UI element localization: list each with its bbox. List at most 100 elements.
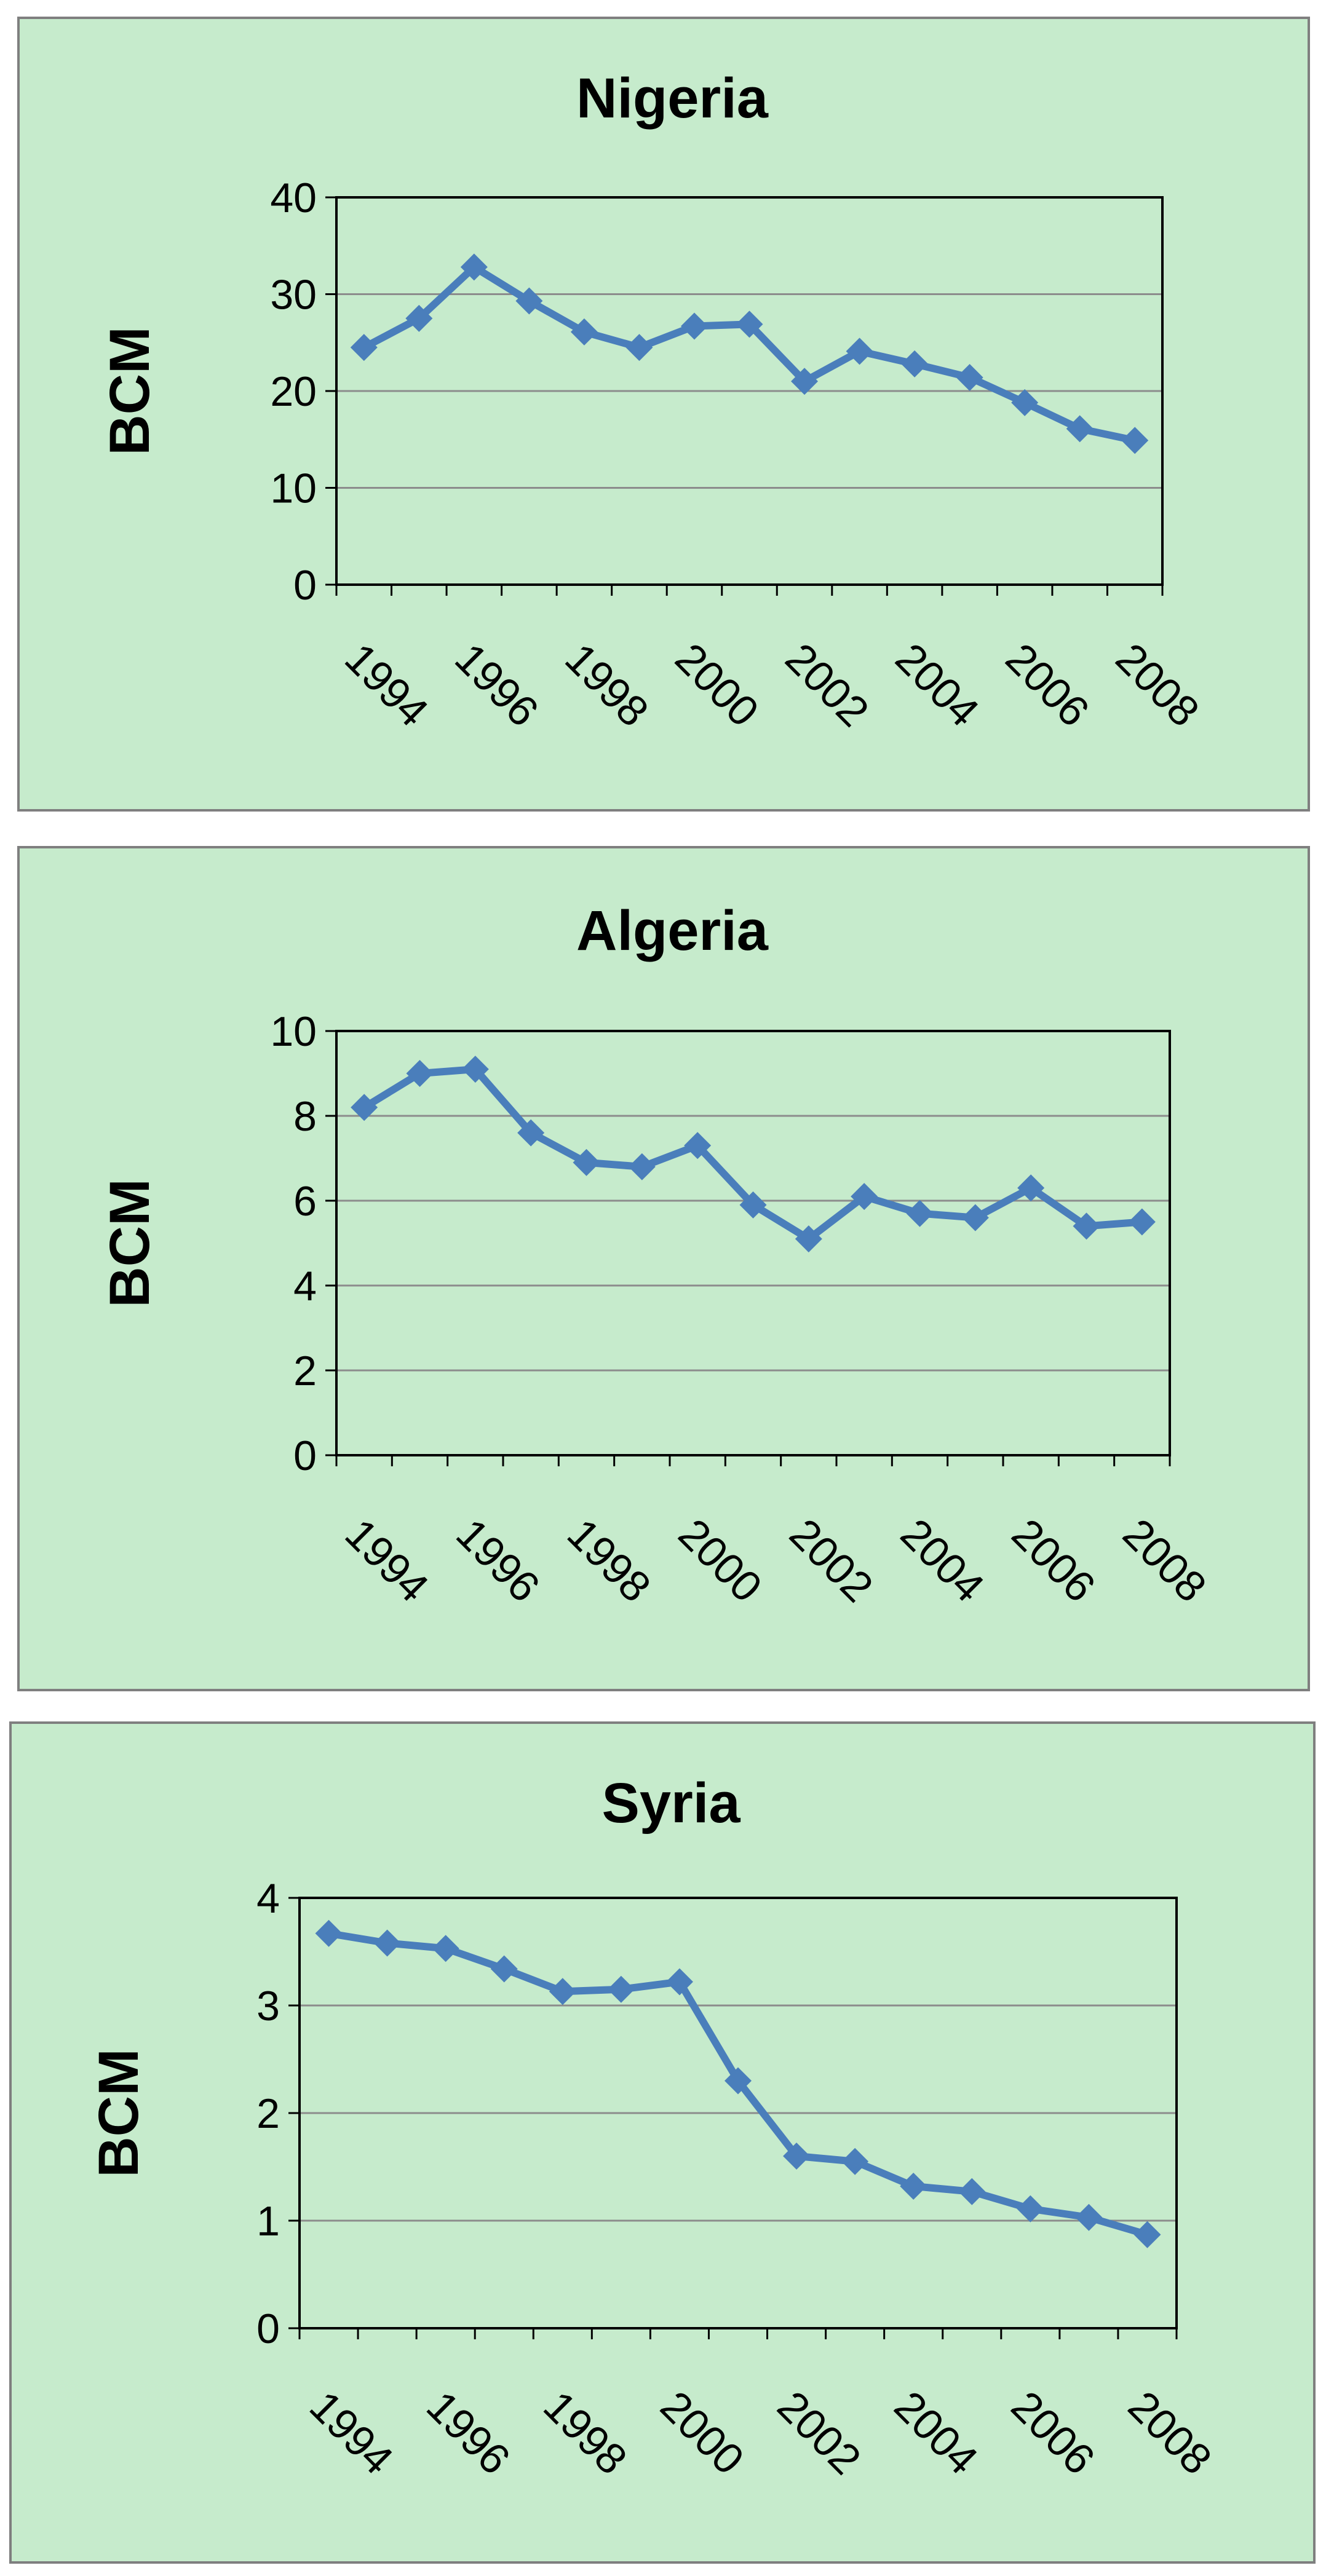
- y-tick-label: 2: [256, 2090, 280, 2137]
- data-point: [515, 287, 543, 315]
- y-axis-label: BCM: [98, 326, 161, 456]
- x-tick-label: 1994: [336, 634, 437, 735]
- data-point: [956, 363, 983, 391]
- data-point: [460, 253, 488, 281]
- data-point: [1017, 2195, 1044, 2222]
- data-point: [1073, 1212, 1100, 1240]
- y-tick-label: 2: [293, 1348, 317, 1394]
- x-tick-label: 2000: [666, 634, 768, 735]
- x-tick-label: 1998: [556, 634, 657, 735]
- y-tick-label: 4: [293, 1263, 317, 1310]
- y-tick-label: 1: [256, 2198, 280, 2245]
- data-point: [906, 1199, 934, 1227]
- data-point: [1075, 2203, 1103, 2231]
- data-point: [573, 1148, 600, 1176]
- data-point: [841, 2147, 869, 2175]
- x-tick-label: 2008: [1114, 1509, 1215, 1611]
- data-point: [1066, 415, 1094, 443]
- x-tick-label: 2006: [1002, 2382, 1104, 2483]
- data-point: [958, 2178, 986, 2205]
- data-point: [900, 2173, 927, 2200]
- x-tick-label: 2002: [780, 1509, 882, 1611]
- x-tick-label: 1998: [558, 1509, 660, 1611]
- data-point: [432, 1935, 459, 1962]
- data-point: [490, 1955, 518, 1983]
- x-tick-label: 2008: [1107, 634, 1209, 735]
- x-tick-label: 2002: [768, 2382, 870, 2483]
- data-point: [607, 1975, 635, 2003]
- y-tick-label: 4: [256, 1875, 280, 1922]
- data-point: [405, 304, 433, 332]
- data-point: [628, 1153, 656, 1180]
- chart-panel-syria: Syria BCM 0 1 2 3 4 1994 1996 1998 2000 2002 2004 200…: [9, 1721, 1316, 2564]
- x-tick-label: 2006: [996, 634, 1098, 735]
- data-point: [549, 1978, 576, 2005]
- data-point: [795, 1225, 822, 1253]
- data-point: [739, 1191, 767, 1219]
- y-tick-label: 30: [270, 272, 317, 318]
- plot-area: [335, 1030, 1171, 1456]
- x-tick-label: 2006: [1002, 1509, 1104, 1611]
- data-point: [570, 318, 598, 346]
- x-tick-label: 2000: [669, 1509, 771, 1611]
- data-point: [901, 350, 929, 377]
- x-tick-label: 1994: [336, 1509, 437, 1611]
- y-tick-label: 0: [293, 562, 317, 609]
- x-tick-label: 1998: [534, 2382, 636, 2483]
- x-tick-label: 2004: [892, 1509, 993, 1611]
- y-axis-label: BCM: [87, 2049, 150, 2178]
- chart-panel-algeria: Algeria BCM 0 2 4 6 8 10 1994 1996 1998 2000 2002 200…: [17, 846, 1310, 1691]
- chart-title: Algeria: [576, 899, 769, 962]
- data-point: [736, 310, 763, 338]
- data-point: [791, 368, 819, 395]
- data-point: [961, 1204, 989, 1231]
- y-tick-label: 8: [293, 1093, 317, 1140]
- y-tick-label: 0: [256, 2305, 280, 2352]
- y-tick-label: 10: [270, 1008, 317, 1055]
- data-point: [406, 1060, 434, 1087]
- data-point: [684, 1132, 712, 1160]
- data-point: [1128, 1208, 1156, 1236]
- data-point: [517, 1119, 545, 1147]
- y-tick-label: 6: [293, 1178, 317, 1225]
- data-point: [783, 2143, 811, 2170]
- data-point: [1017, 1174, 1045, 1202]
- series-line-nigeria: [362, 263, 1136, 444]
- data-point: [1011, 389, 1039, 416]
- x-tick-label: 2004: [886, 2382, 987, 2483]
- data-point: [351, 1094, 378, 1121]
- data-point: [315, 1919, 343, 1947]
- data-point: [1121, 427, 1149, 454]
- x-tick-label: 2008: [1119, 2382, 1221, 2483]
- data-point: [373, 1929, 401, 1957]
- y-tick-label: 0: [293, 1432, 317, 1479]
- chart-panel-nigeria: Nigeria BCM 0 10 20 30 40 1994 1996 1998 2000 2002 2…: [17, 17, 1310, 812]
- y-axis-label: BCM: [98, 1179, 161, 1308]
- data-point: [350, 334, 378, 362]
- x-tick-label: 1994: [301, 2382, 402, 2483]
- plot-area: [335, 196, 1164, 586]
- y-tick-label: 3: [256, 1983, 280, 2029]
- data-point: [680, 312, 708, 340]
- x-tick-label: 1996: [418, 2382, 519, 2483]
- data-point: [625, 334, 653, 362]
- x-tick-label: 1996: [447, 1509, 549, 1611]
- y-tick-label: 20: [270, 368, 317, 415]
- data-point: [461, 1056, 489, 1083]
- plot-area: [298, 1897, 1178, 2329]
- x-tick-label: 1996: [446, 634, 547, 735]
- data-point: [725, 2067, 752, 2095]
- chart-title: Nigeria: [576, 67, 769, 130]
- y-tick-label: 10: [270, 465, 317, 512]
- data-point: [1133, 2221, 1161, 2248]
- data-point: [851, 1183, 878, 1211]
- chart-title: Syria: [601, 1772, 740, 1835]
- x-tick-label: 2002: [776, 634, 878, 735]
- data-point: [846, 338, 873, 365]
- data-point: [665, 1968, 693, 1996]
- x-tick-label: 2004: [886, 634, 988, 735]
- x-tick-label: 2000: [651, 2382, 753, 2483]
